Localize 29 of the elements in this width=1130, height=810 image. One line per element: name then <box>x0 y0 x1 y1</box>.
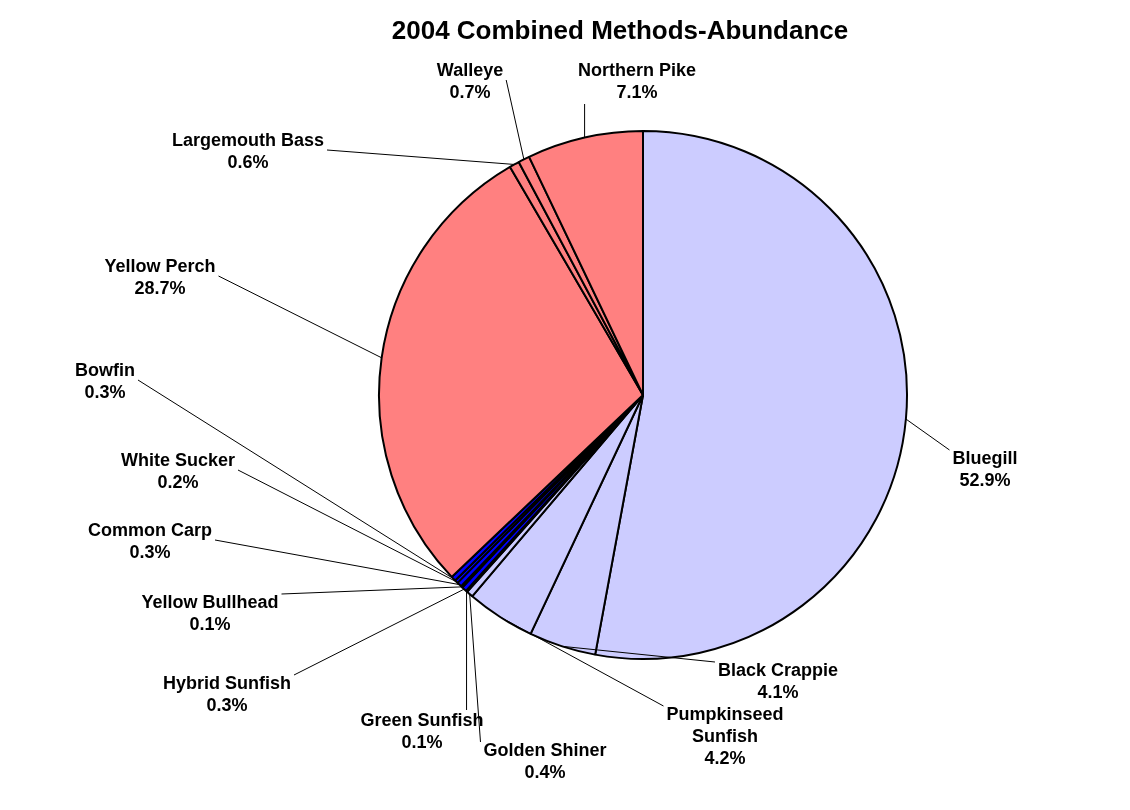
data-label: 0.2% <box>157 471 199 492</box>
data-label: 7.1% <box>616 81 658 102</box>
data-label: 28.7% <box>134 277 186 298</box>
data-label: 52.9% <box>959 469 1011 490</box>
data-label: 0.1% <box>189 613 231 634</box>
slice-label: Yellow Perch <box>104 255 216 276</box>
slice-label: Golden Shiner <box>483 739 607 760</box>
data-label: 0.3% <box>206 694 248 715</box>
data-label: 4.2% <box>704 747 746 768</box>
data-label: 0.7% <box>449 81 491 102</box>
slice-label: Black Crappie <box>717 659 839 680</box>
data-label: 0.1% <box>401 731 443 752</box>
slice-label: Pumpkinseed Sunfish <box>666 703 784 746</box>
slice-label: Common Carp <box>87 519 213 540</box>
data-label: 0.6% <box>227 151 269 172</box>
slice-label: Hybrid Sunfish <box>162 672 292 693</box>
slice-label: Walleye <box>436 59 504 80</box>
slice-label: Green Sunfish <box>360 709 484 730</box>
slice-label: Largemouth Bass <box>171 129 325 150</box>
slice-label: Bluegill <box>952 447 1018 468</box>
slice-label: Northern Pike <box>577 59 697 80</box>
slice-label: White Sucker <box>120 449 236 470</box>
chart-title: 2004 Combined Methods-Abundance <box>391 15 849 46</box>
slice-label: Yellow Bullhead <box>141 591 279 612</box>
data-label: 0.4% <box>524 761 566 782</box>
data-label: 0.3% <box>84 381 126 402</box>
slice-label: Bowfin <box>75 359 135 380</box>
data-label: 4.1% <box>757 681 799 702</box>
data-label: 0.3% <box>129 541 171 562</box>
